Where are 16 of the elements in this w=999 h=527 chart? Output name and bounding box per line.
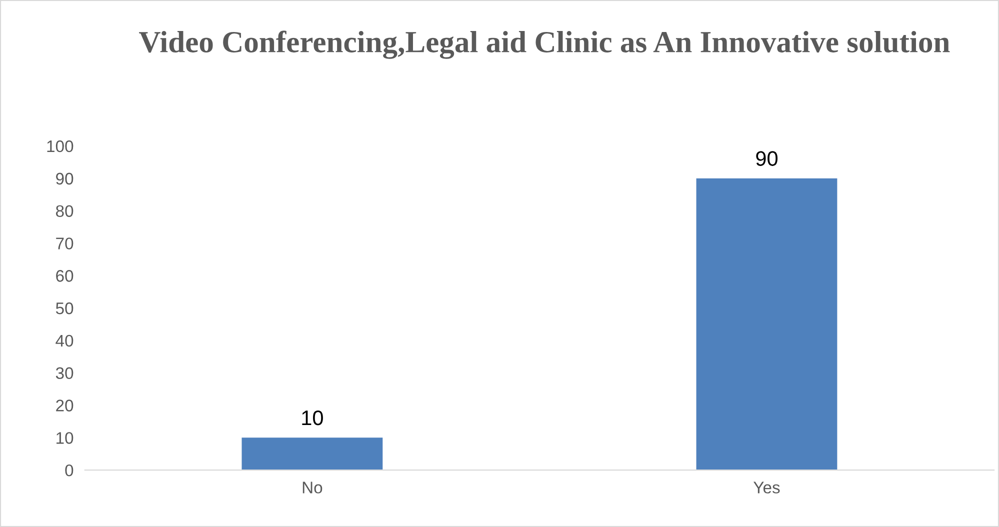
- y-tick-label: 100: [47, 140, 74, 152]
- data-label: 10: [302, 410, 323, 426]
- data-label: 90: [756, 151, 778, 166]
- y-tick-label: 60: [56, 270, 74, 282]
- y-tick-label: 70: [56, 238, 74, 250]
- x-tick-label: No: [302, 482, 322, 494]
- y-tick-label: 10: [56, 432, 74, 444]
- y-tick-label: 30: [56, 367, 74, 380]
- y-tick-label: 20: [56, 400, 74, 412]
- y-tick-label: 0: [65, 464, 74, 476]
- y-tick-label: 80: [56, 205, 74, 218]
- chart-title: Video Conferencing,Legal aid Clinic as An Innovative solution: [139, 30, 950, 59]
- y-tick-label: 50: [56, 302, 74, 314]
- y-tick-label: 90: [56, 172, 74, 185]
- x-tick-label: Yes: [754, 482, 780, 494]
- y-tick-label: 40: [56, 334, 74, 347]
